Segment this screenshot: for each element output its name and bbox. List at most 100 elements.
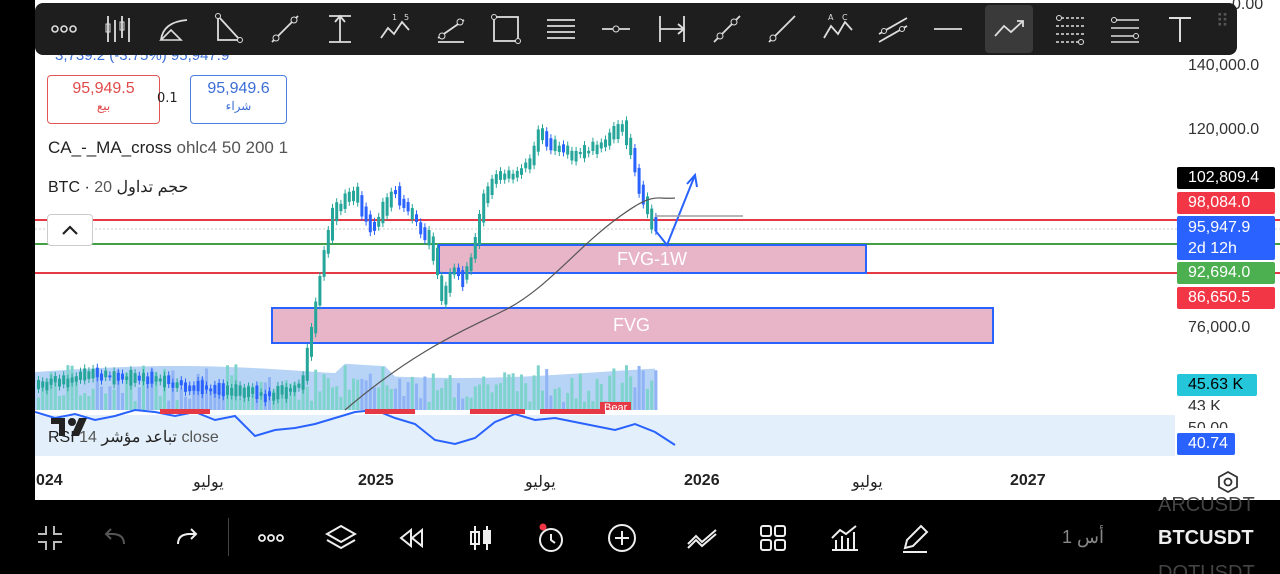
candle (528, 158, 532, 170)
toolbar-extended-line-tool[interactable] (432, 5, 469, 53)
sell-button[interactable]: 95,949.5 بيع (47, 75, 160, 124)
volume-bar (318, 391, 322, 410)
settings-button[interactable] (1216, 470, 1240, 494)
toolbar-trend-line-tool[interactable] (266, 5, 303, 53)
toolbar-trend-angle-tool[interactable] (709, 5, 746, 53)
toolbar-triangle-tool[interactable] (211, 5, 248, 53)
alert-icon (539, 523, 563, 552)
toolbar-fib-extension-tool[interactable] (1107, 5, 1144, 53)
candle (125, 376, 129, 381)
candle (314, 301, 318, 334)
volume-bar (574, 398, 578, 410)
price-chart[interactable] (35, 0, 1280, 500)
extended-line-icon (437, 18, 465, 43)
toolbar-fib-retracement-tool[interactable] (1051, 5, 1088, 53)
replay-button[interactable] (393, 520, 429, 556)
add-button[interactable] (604, 520, 640, 556)
volume-bar (440, 387, 444, 410)
buy-price: 95,949.6 (207, 80, 270, 97)
chart-type-button[interactable] (463, 520, 499, 556)
candle (226, 385, 229, 395)
price-axis-label: 140,000.0 (1188, 57, 1260, 74)
candle (377, 216, 381, 227)
interval-selector[interactable]: 1 أس (1062, 527, 1104, 547)
candle (406, 202, 410, 212)
volume-indicator-legend[interactable]: BTC · حجم تداول 20 (48, 177, 188, 197)
volume-bar (452, 397, 456, 410)
candle (276, 385, 280, 400)
svg-text:1: 1 (392, 13, 397, 22)
candle (293, 385, 297, 393)
toolbar-hline-tool[interactable] (930, 5, 967, 53)
redo-button[interactable] (168, 520, 204, 556)
chart-area[interactable] (35, 0, 1280, 500)
ma-indicator-name: CA_-_MA_cross (48, 138, 172, 157)
volume-bar (595, 378, 599, 410)
volume-bar (389, 388, 393, 410)
alert-button[interactable] (533, 520, 569, 556)
candle (108, 375, 112, 378)
candle (541, 128, 544, 141)
toolbar-rectangle-tool[interactable] (487, 5, 524, 53)
volume-bar (410, 376, 414, 410)
candle (129, 370, 133, 386)
volume-bar (398, 378, 402, 410)
symbol-selector[interactable]: BTCUSDT (1158, 527, 1254, 549)
toolbar-text-tool[interactable] (1162, 5, 1199, 53)
rsi-indicator-legend[interactable]: RSI تباعد مؤشر 14 close (48, 427, 219, 447)
candle (347, 191, 351, 202)
toolbar-channel-tool[interactable] (874, 5, 911, 53)
undo-button[interactable] (98, 520, 134, 556)
candle (368, 214, 372, 233)
drag-handle-icon[interactable]: ⠿ (1215, 11, 1229, 32)
volume-bar (654, 370, 658, 410)
candle (373, 221, 376, 231)
layers-button[interactable] (323, 520, 359, 556)
candle (599, 142, 603, 149)
toolbar-path-tool[interactable] (985, 5, 1034, 53)
toolbar-bars-tool[interactable] (100, 5, 137, 53)
candle (562, 144, 565, 153)
toolbar-hlines-tool[interactable] (543, 5, 580, 53)
candle (394, 190, 397, 195)
fullscreen-icon (38, 526, 62, 550)
candle (507, 170, 511, 179)
candle (419, 222, 423, 235)
volume-bar (158, 396, 162, 410)
more-button[interactable] (253, 520, 289, 556)
toolbar-more-button[interactable] (45, 5, 82, 53)
volume-bar (360, 378, 364, 410)
candle (196, 380, 200, 392)
volume-bar (536, 365, 540, 410)
collapse-legend-button[interactable] (47, 214, 93, 246)
indicators-button[interactable] (826, 520, 862, 556)
ray-icon (768, 15, 796, 43)
toolbar-ray-tool[interactable] (764, 5, 801, 53)
layout-icon (760, 525, 786, 551)
candle (612, 126, 616, 140)
compare-button[interactable] (684, 520, 720, 556)
toolbar-price-range-tool[interactable] (321, 5, 358, 53)
layout-button[interactable] (755, 520, 791, 556)
volume-bar (37, 397, 40, 410)
horizontal-line-icon (934, 28, 963, 30)
time-axis-label: 2027 (1010, 472, 1046, 489)
volume-bar (133, 401, 137, 410)
volume-bar (339, 396, 343, 410)
fvg-1w-label: FVG-1W (617, 249, 687, 269)
toolbar-hray-tool[interactable] (598, 5, 635, 53)
price-marker-support: 92,694.0 (1177, 262, 1275, 284)
buy-button[interactable]: 95,949.6 شراء (190, 75, 287, 124)
candle (305, 347, 309, 381)
toolbar-date-range-tool[interactable] (653, 5, 690, 53)
toolbar-arc-tool[interactable] (156, 5, 193, 53)
ma-indicator-legend[interactable]: CA_-_MA_cross ohlc4 50 200 1 (48, 138, 288, 158)
candle (272, 392, 276, 401)
fullscreen-button[interactable] (32, 520, 68, 556)
drawing-button[interactable] (897, 520, 933, 556)
candle (469, 257, 473, 272)
